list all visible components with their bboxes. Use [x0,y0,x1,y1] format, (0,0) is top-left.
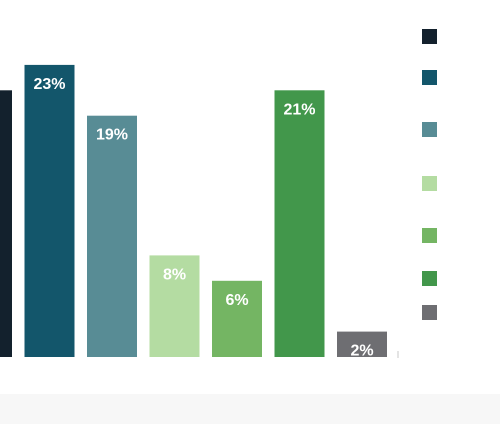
data-label-3: 19% [96,127,128,144]
bar-3 [87,115,137,357]
legend-swatch-5 [422,228,437,243]
bar-5 [212,280,262,357]
legend-swatch-1 [422,29,437,44]
legend-swatch-7 [422,305,437,320]
bars-group [0,64,387,358]
legend [422,29,437,320]
legend-swatch-6 [422,271,437,286]
bar-2 [24,64,75,358]
legend-swatch-2 [422,70,437,85]
legend-swatch-4 [422,176,437,191]
bar-7 [337,331,387,357]
data-label-5: 6% [225,292,248,309]
data-label-6: 21% [283,101,315,118]
data-label-4: 8% [163,266,186,283]
bar-4 [149,255,200,357]
data-label-2: 23% [33,76,65,93]
bar-1 [0,90,12,358]
bottom-strip [0,394,500,424]
data-labels-group: %23%19%8%6%21%2% [33,76,373,360]
data-label-7: 2% [350,343,373,360]
legend-swatch-3 [422,122,437,137]
bar-6 [274,90,325,358]
